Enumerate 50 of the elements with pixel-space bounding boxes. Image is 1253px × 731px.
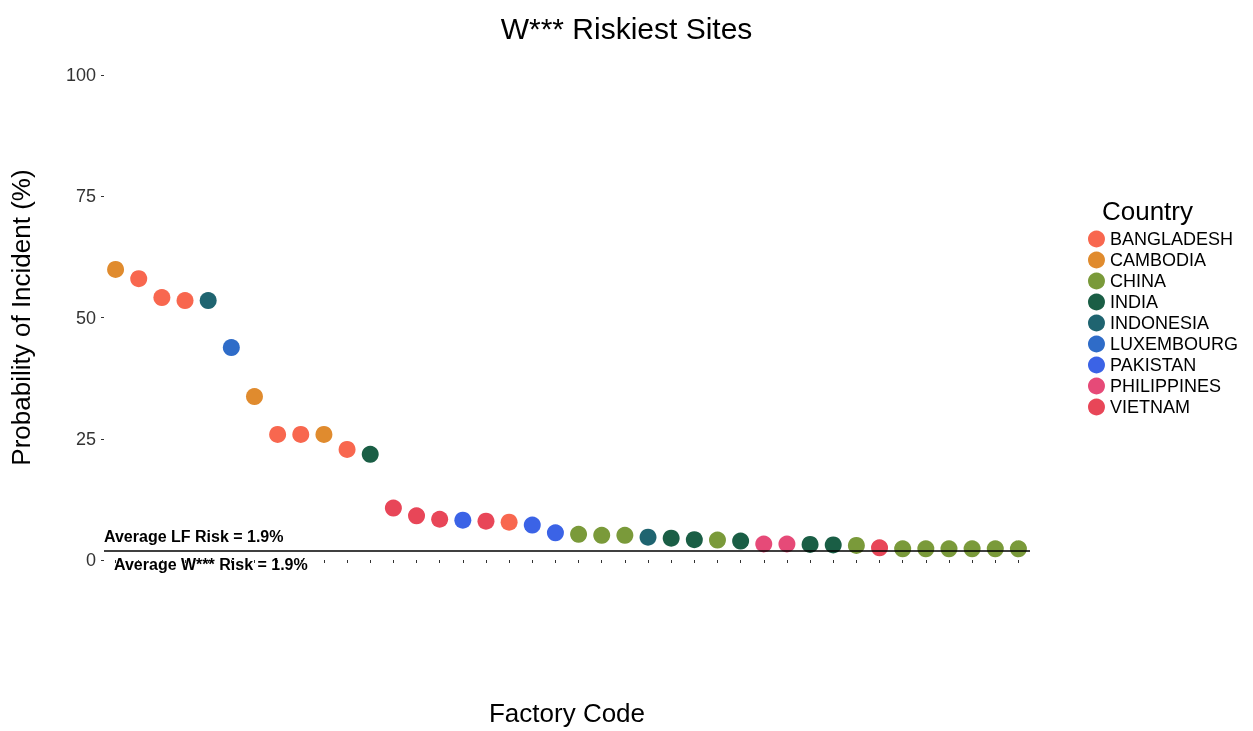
- legend-label: PHILIPPINES: [1109, 376, 1222, 396]
- point: [801, 535, 819, 553]
- y-tick-label: 100: [65, 65, 96, 85]
- y-tick-label: 75: [75, 186, 96, 207]
- point: [523, 516, 541, 534]
- point: [708, 531, 726, 549]
- point: [477, 512, 495, 530]
- point: [176, 292, 194, 310]
- point: [292, 425, 310, 443]
- point: [755, 535, 773, 553]
- legend-label: PAKISTAN: [1109, 355, 1197, 375]
- legend-label: CAMBODIA: [1109, 250, 1206, 270]
- x-axis-title: Factory Code: [488, 698, 646, 728]
- y-tick-label: 50: [75, 307, 96, 328]
- y-tick-label: 25: [75, 428, 96, 449]
- legend-label: VIETNAM: [1109, 397, 1190, 417]
- point: [222, 339, 240, 357]
- y-tick-label: 0: [85, 550, 96, 570]
- ref-line-label: Average LF Risk = 1.9%: [104, 528, 284, 546]
- point: [570, 525, 588, 543]
- point: [361, 445, 379, 463]
- point: [338, 440, 356, 458]
- point: [593, 526, 611, 544]
- point: [315, 425, 333, 443]
- point: [639, 528, 657, 546]
- legend-label: INDONESIA: [1109, 313, 1210, 333]
- point: [732, 532, 750, 550]
- point: [130, 270, 148, 288]
- point: [408, 507, 426, 525]
- point: [500, 513, 518, 531]
- legend-label: LUXEMBOURG: [1109, 334, 1239, 354]
- point: [245, 388, 263, 406]
- point: [616, 526, 634, 544]
- point: [685, 531, 703, 549]
- point: [454, 511, 472, 529]
- legend-label: INDIA: [1109, 292, 1158, 312]
- point: [384, 499, 402, 517]
- legend-label: CHINA: [1109, 271, 1166, 291]
- point: [153, 289, 171, 307]
- point: [269, 425, 287, 443]
- point: [662, 529, 680, 547]
- chart-title: W*** Riskiest Sites: [500, 11, 753, 45]
- point: [546, 524, 564, 542]
- legend-title: Country: [1101, 196, 1194, 226]
- point: [431, 510, 449, 528]
- y-axis-title: Probability of Incident (%): [6, 169, 36, 466]
- point: [199, 292, 217, 310]
- point: [107, 260, 125, 278]
- annotation: Average W*** Risk = 1.9%: [114, 556, 308, 574]
- legend-label: BANGLADESH: [1109, 229, 1234, 249]
